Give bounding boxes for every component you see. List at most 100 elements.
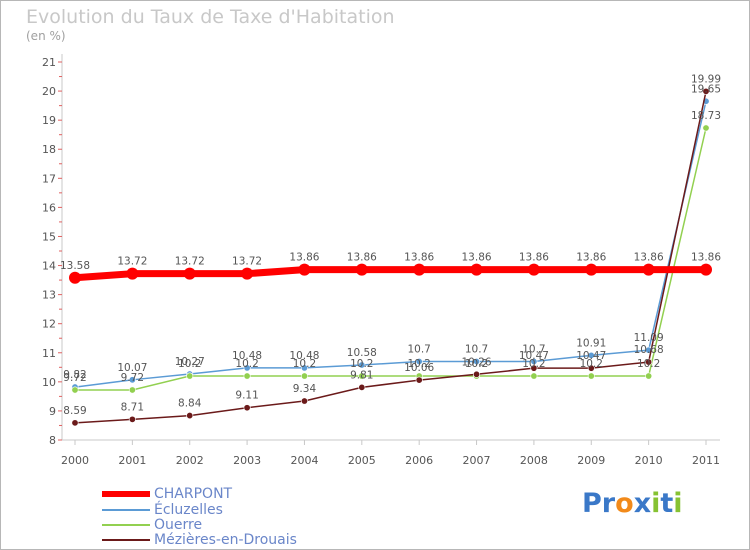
data-label: 10.2 bbox=[465, 358, 488, 370]
data-point bbox=[126, 267, 139, 280]
data-point bbox=[702, 124, 710, 132]
data-label: 13.86 bbox=[519, 252, 549, 264]
data-label: 10.27 bbox=[175, 356, 205, 368]
data-label: 8.71 bbox=[121, 401, 144, 413]
data-point bbox=[71, 419, 79, 427]
data-point bbox=[415, 376, 423, 384]
x-tick-label: 2007 bbox=[463, 454, 491, 467]
data-label: 9.72 bbox=[121, 372, 144, 384]
data-point bbox=[355, 263, 368, 276]
data-label: 9.81 bbox=[350, 369, 373, 381]
logo-letter: i bbox=[673, 488, 683, 519]
x-tick-label: 2009 bbox=[577, 454, 605, 467]
data-label: 19.65 bbox=[691, 83, 721, 95]
data-point bbox=[530, 372, 538, 380]
data-label: 9.11 bbox=[235, 390, 258, 402]
data-label: 10.48 bbox=[232, 350, 262, 362]
data-point bbox=[243, 404, 251, 412]
y-tick-label: 18 bbox=[42, 143, 56, 156]
data-label: 10.2 bbox=[407, 358, 430, 370]
y-tick-label: 12 bbox=[42, 318, 56, 331]
data-label: 10.2 bbox=[293, 358, 316, 370]
x-tick-label: 2000 bbox=[61, 454, 89, 467]
data-point bbox=[645, 358, 653, 366]
data-label: 13.86 bbox=[634, 252, 664, 264]
x-tick-label: 2004 bbox=[290, 454, 318, 467]
x-tick-label: 2003 bbox=[233, 454, 261, 467]
data-point bbox=[530, 364, 538, 372]
data-point bbox=[527, 263, 540, 276]
y-tick-label: 10 bbox=[42, 376, 56, 389]
logo-letter: r bbox=[601, 488, 616, 519]
logo-letter: P bbox=[582, 488, 602, 519]
data-label: 13.86 bbox=[691, 252, 721, 264]
series-charpont bbox=[69, 263, 712, 284]
data-label: 11.09 bbox=[634, 332, 664, 344]
data-label: 10.48 bbox=[289, 350, 319, 362]
data-label: 10.7 bbox=[407, 343, 430, 355]
data-point bbox=[243, 372, 251, 380]
data-label: 9.34 bbox=[293, 383, 317, 395]
y-tick-label: 8 bbox=[49, 434, 56, 447]
legend-label: Mézières-en-Drouais bbox=[154, 532, 297, 548]
data-label: 10.47 bbox=[576, 350, 606, 362]
data-label: 9.72 bbox=[63, 372, 86, 384]
series-ouerre bbox=[71, 124, 710, 394]
series-line bbox=[74, 91, 707, 424]
data-point bbox=[183, 267, 196, 280]
data-point bbox=[473, 370, 481, 378]
data-label: 10.68 bbox=[634, 344, 664, 356]
data-label: 8.59 bbox=[63, 405, 86, 417]
data-label: 10.2 bbox=[580, 358, 603, 370]
legend-label: Ouerre bbox=[154, 517, 203, 533]
chart-title: Evolution du Taux de Taxe d'Habitation bbox=[26, 6, 395, 28]
data-label: 10.58 bbox=[347, 347, 377, 359]
legend-swatch bbox=[102, 524, 150, 526]
data-point bbox=[587, 372, 595, 380]
data-label: 13.86 bbox=[289, 252, 319, 264]
data-point bbox=[645, 372, 653, 380]
data-label: 10.91 bbox=[576, 337, 606, 349]
series--cluzelles bbox=[71, 97, 710, 391]
data-label: 10.07 bbox=[117, 362, 147, 374]
data-point bbox=[358, 372, 366, 380]
data-point bbox=[69, 271, 81, 284]
data-label: 10.7 bbox=[522, 343, 545, 355]
y-tick-label: 19 bbox=[42, 114, 56, 127]
y-tick-label: 20 bbox=[42, 85, 56, 98]
data-point bbox=[473, 357, 481, 365]
data-label: 13.72 bbox=[175, 256, 205, 268]
x-tick-label: 2002 bbox=[176, 454, 204, 467]
data-point bbox=[186, 412, 194, 420]
data-point bbox=[298, 263, 311, 276]
y-tick-label: 11 bbox=[42, 347, 56, 360]
series-m-zi-res-en-drouais bbox=[71, 87, 710, 427]
data-label: 13.86 bbox=[347, 252, 377, 264]
series-line bbox=[75, 127, 707, 391]
y-tick-label: 21 bbox=[42, 56, 56, 69]
data-label: 10.2 bbox=[235, 358, 258, 370]
data-point bbox=[243, 364, 251, 372]
data-label: 10.2 bbox=[637, 358, 660, 370]
series-line bbox=[74, 101, 707, 388]
x-tick-label: 2006 bbox=[405, 454, 433, 467]
x-tick-label: 2008 bbox=[520, 454, 548, 467]
data-point bbox=[241, 267, 254, 280]
data-point bbox=[587, 351, 595, 359]
y-tick-label: 14 bbox=[42, 260, 56, 273]
x-tick-label: 2005 bbox=[348, 454, 376, 467]
data-label: 10.47 bbox=[519, 350, 549, 362]
data-point bbox=[358, 361, 366, 369]
data-label: 8.84 bbox=[178, 398, 202, 410]
legend-swatch bbox=[102, 509, 150, 511]
data-label: 13.86 bbox=[462, 252, 492, 264]
data-label: 9.82 bbox=[63, 369, 86, 381]
data-point bbox=[470, 263, 483, 276]
data-label: 10.06 bbox=[404, 362, 434, 374]
x-tick-label: 2001 bbox=[118, 454, 146, 467]
data-label: 13.58 bbox=[60, 260, 90, 272]
data-label: 10.2 bbox=[522, 358, 545, 370]
data-label: 19.99 bbox=[691, 73, 721, 85]
data-point bbox=[702, 87, 710, 95]
